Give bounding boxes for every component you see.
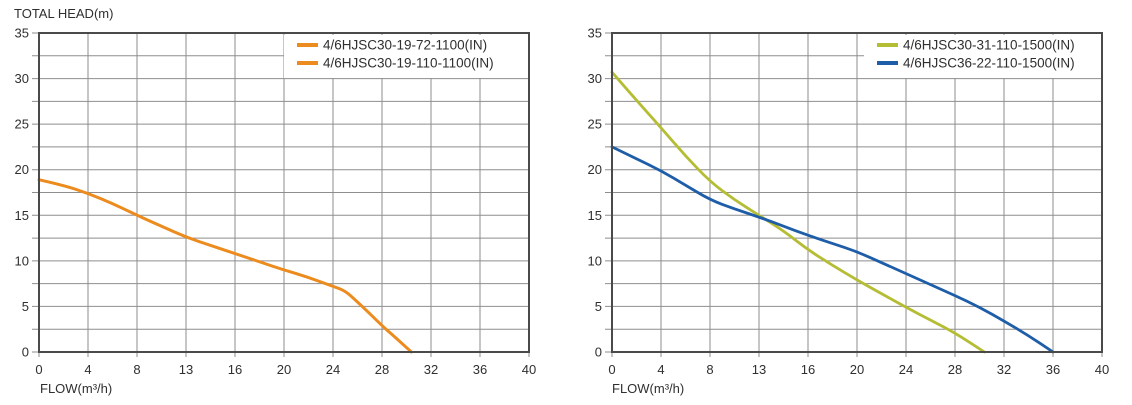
- x-tick-label: 24: [326, 362, 340, 377]
- y-tick-label: 35: [588, 26, 602, 41]
- y-tick-label: 30: [588, 71, 602, 86]
- x-tick-label: 32: [424, 362, 438, 377]
- x-tick-label: 20: [850, 362, 864, 377]
- right-chart-figure: 4/6HJSC30-31-110-1500(IN) 4/6HJSC36-22-11…: [566, 0, 1132, 405]
- y-tick-label: 25: [15, 117, 29, 132]
- left-chart-figure: 4/6HJSC30-19-72-1100(IN) 4/6HJSC30-19-110…: [14, 6, 537, 396]
- x-tick-label: 4: [657, 362, 664, 377]
- series-curve: [37, 178, 413, 354]
- legend-box: [864, 35, 1101, 78]
- plot-border: [38, 32, 530, 353]
- legend-label: 4/6HJSC30-19-110-1100(IN): [323, 56, 494, 71]
- x-tick-label: 40: [522, 362, 536, 377]
- series-curve: [610, 70, 986, 354]
- y-tick-label: 15: [588, 208, 602, 223]
- y-tick-label: 35: [15, 26, 29, 41]
- y-axis-title: TOTAL HEAD(m): [14, 6, 113, 21]
- x-axis-title: FLOW(m³/h): [40, 381, 112, 396]
- right-pump-curve-chart: 4/6HJSC30-31-110-1500(IN) 4/6HJSC36-22-11…: [588, 26, 1110, 397]
- series-curve: [610, 145, 1055, 354]
- y-tick-label: 5: [22, 299, 29, 314]
- legend-label: 4/6HJSC30-31-110-1500(IN): [903, 38, 1075, 53]
- right-chart-plot: 4/6HJSC30-31-110-1500(IN) 4/6HJSC36-22-11…: [588, 26, 1110, 378]
- x-tick-label: 36: [1046, 362, 1060, 377]
- x-tick-label: 32: [997, 362, 1011, 377]
- left-chart-plot: 4/6HJSC30-19-72-1100(IN) 4/6HJSC30-19-110…: [15, 26, 537, 378]
- y-tick-label: 10: [588, 253, 602, 268]
- y-tick-label: 20: [588, 162, 602, 177]
- y-tick-label: 0: [22, 345, 29, 360]
- legend-label: 4/6HJSC30-19-72-1100(IN): [323, 38, 487, 53]
- y-tick-label: 5: [595, 299, 602, 314]
- x-tick-label: 20: [277, 362, 291, 377]
- y-tick-label: 20: [15, 162, 29, 177]
- y-tick-label: 0: [595, 345, 602, 360]
- x-tick-label: 13: [752, 362, 766, 377]
- x-tick-label: 24: [899, 362, 913, 377]
- x-tick-label: 16: [801, 362, 815, 377]
- x-tick-label: 40: [1095, 362, 1109, 377]
- x-tick-label: 28: [375, 362, 389, 377]
- plot-border: [611, 32, 1103, 353]
- series-curve: [37, 178, 413, 354]
- x-tick-label: 13: [179, 362, 193, 377]
- legend-box: [284, 35, 528, 78]
- x-tick-label: 28: [948, 362, 962, 377]
- left-pump-curve-chart: 4/6HJSC30-19-72-1100(IN) 4/6HJSC30-19-110…: [14, 6, 537, 396]
- x-tick-label: 8: [706, 362, 713, 377]
- x-tick-label: 8: [133, 362, 140, 377]
- y-tick-label: 10: [15, 253, 29, 268]
- y-tick-label: 30: [15, 71, 29, 86]
- x-tick-label: 4: [84, 362, 91, 377]
- x-tick-label: 0: [35, 362, 42, 377]
- x-tick-label: 16: [228, 362, 242, 377]
- y-tick-label: 15: [15, 208, 29, 223]
- legend-label: 4/6HJSC36-22-110-1500(IN): [903, 56, 1075, 71]
- y-tick-label: 25: [588, 117, 602, 132]
- x-tick-label: 36: [473, 362, 487, 377]
- x-tick-label: 0: [608, 362, 615, 377]
- x-axis-title: FLOW(m³/h): [612, 381, 684, 396]
